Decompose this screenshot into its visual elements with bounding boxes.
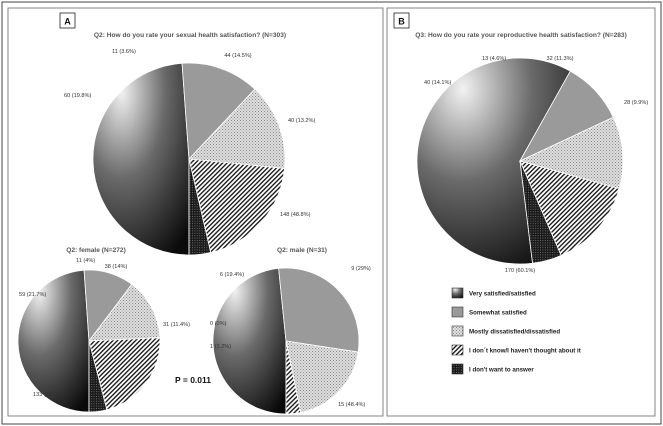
panel-a-label: A (64, 16, 71, 26)
legend-label-5: I don't want to answer (469, 366, 534, 373)
panel-a-frame (7, 7, 384, 417)
legend-label-4: I don´t know/I haven't thought about it (469, 347, 581, 354)
pie-1-label-3: 44 (14.5%) (224, 53, 251, 59)
pie-3-label-4: 59 (21.7%) (19, 292, 46, 298)
legend-swatch-3 (451, 325, 464, 337)
legend-label-2: Somewhat satisfied (469, 309, 527, 316)
pie-3-label-3: 38 (14%) (105, 264, 128, 270)
pie-1-label-1: 148 (48.8%) (280, 212, 311, 218)
pie-4-slice-3 (285, 340, 359, 413)
pie-4-slice-4 (285, 340, 302, 415)
pie-2-label-1: 170 (60.1%) (505, 268, 536, 274)
legend-label-3: Mostly dissatisfied/dissatisfied (469, 328, 560, 335)
panel-b-label-box (393, 12, 410, 29)
pie-1-label-4: 60 (19.8%) (64, 93, 91, 99)
pie-2-label-2: 28 (9.9%) (624, 100, 648, 106)
pie-1-slice-5 (188, 158, 212, 256)
legend-swatch-1 (451, 287, 464, 299)
pie-2-slice-3 (518, 116, 624, 190)
pie-1-label-5: 11 (3.6%) (112, 49, 136, 55)
pie-2-slice-4 (519, 160, 620, 256)
pie-4-label-4: 1 (3.2%) (210, 344, 231, 350)
p-value: P = 0.011 (175, 375, 211, 385)
pie-2-label-3: 32 (11.3%) (547, 56, 574, 62)
pie-4-label-5: 0 (0%) (210, 321, 227, 327)
legend-swatch-4 (451, 344, 464, 356)
pie-chart-4: Q2: male (N=31) 15 (48.4%) 9 (29%) 6 (19.4%… (210, 247, 371, 415)
pie-title-3: Q2: female (N=272) (66, 247, 126, 254)
pie-1-slice-2 (181, 62, 256, 160)
pie-3-slice-3 (88, 283, 161, 342)
pie-chart-2: Q3: How do you rate your reproductive he… (415, 32, 648, 274)
pie-2-slice-5 (519, 160, 562, 264)
pie-3-label-2: 31 (11.4%) (163, 322, 190, 328)
pie-chart-1: Q2: How do you rate your sexual health s… (64, 32, 315, 256)
pie-title-1: Q2: How do you rate your sexual health s… (94, 32, 286, 39)
legend-swatch-2 (451, 306, 464, 318)
pie-4-label-2: 9 (29%) (351, 266, 371, 272)
pie-4-slice-2 (278, 267, 360, 353)
pie-2-slice-1 (416, 57, 571, 265)
pie-3-label-1: 133 (48.9%) (33, 392, 64, 398)
pie-1-label-2: 40 (13.2%) (288, 118, 315, 124)
legend-swatch-5 (451, 363, 464, 375)
pie-3-slice-1 (17, 269, 90, 413)
pie-3-slice-5 (88, 340, 108, 413)
pie-chart-3: Q2: female (N=272) 133 (48.9%) 31 (11.4%) 3… (17, 247, 190, 413)
pie-3-slice-4 (88, 337, 161, 411)
legend-label-1: Very satisfied/satisfied (469, 290, 536, 297)
pie-4-label-1: 15 (48.4%) (338, 402, 365, 408)
pie-title-2: Q3: How do you rate your reproductive he… (415, 32, 627, 39)
legend: Very satisfied/satisfied Somewhat satisfi… (451, 287, 581, 375)
pie-1-slice-1 (92, 62, 190, 256)
panel-b-frame (386, 7, 656, 417)
pie-title-4: Q2: male (N=31) (277, 247, 327, 254)
pie-3-label-5: 11 (4%) (76, 258, 95, 264)
pie-1-slice-4 (188, 158, 285, 253)
panel-b-label: B (398, 16, 405, 26)
pie-4-slice-1 (212, 267, 287, 415)
pie-2-label-4: 40 (14.1%) (424, 80, 451, 86)
pie-1-slice-3 (188, 88, 286, 169)
pie-4-label-3: 6 (19.4%) (220, 272, 244, 278)
panel-a-label-box (59, 12, 76, 29)
pie-2-label-5: 13 (4.6%) (482, 56, 506, 62)
